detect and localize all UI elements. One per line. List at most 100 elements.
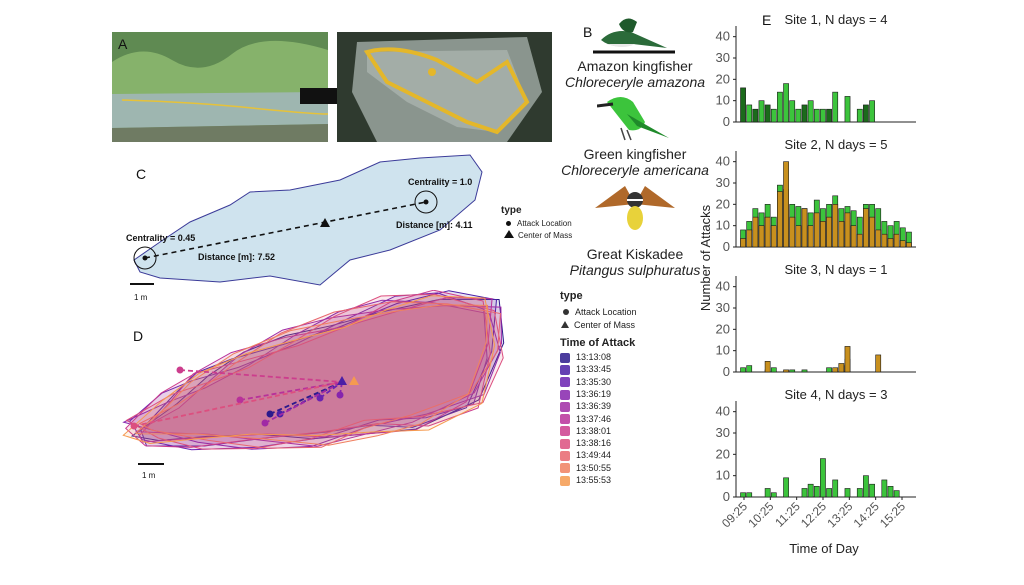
histogram-bar <box>826 108 832 123</box>
time-legend-item: 13:55:53 <box>560 475 611 486</box>
histogram-bar <box>783 369 789 373</box>
histogram-bar <box>875 354 882 373</box>
histogram-bar <box>869 100 875 123</box>
territory-polygon <box>122 299 501 450</box>
legend-swatch <box>560 475 570 486</box>
histogram-bar <box>746 104 753 123</box>
centrality-right-label: Centrality = 1.0 <box>408 177 472 187</box>
y-tick-label: 30 <box>716 425 730 440</box>
distance-line <box>264 381 343 424</box>
time-legend-item: 13:38:01 <box>560 426 611 437</box>
legend-d-time-title: Time of Attack <box>560 337 636 349</box>
histogram-bar <box>770 492 777 498</box>
histogram-bar <box>801 208 808 248</box>
histogram-bar <box>801 488 808 498</box>
time-legend-item: 13:49:44 <box>560 450 612 462</box>
legend-time-label: 13:55:53 <box>576 475 612 485</box>
centrality-circle-right <box>414 190 438 214</box>
centrality-circle-left <box>133 246 157 270</box>
legend-swatch <box>560 426 570 437</box>
distance-right-label: Distance [m]: 4.11 <box>396 220 473 230</box>
histogram-bar <box>832 91 839 123</box>
histogram-bar <box>844 96 851 123</box>
histogram-bar <box>777 191 783 248</box>
y-tick-label: 40 <box>716 279 730 294</box>
territory-map-c: Centrality = 0.45 Centrality = 1.0 Dista… <box>126 154 483 302</box>
histogram-bar <box>844 488 851 498</box>
histogram-bar <box>856 233 863 248</box>
histogram-bar <box>856 488 863 498</box>
attack-location-point <box>176 366 184 374</box>
histogram-bar <box>887 238 894 248</box>
legend-time-label: 13:49:44 <box>576 450 612 461</box>
histogram-bar <box>777 91 783 123</box>
x-axis-label: Time of Day <box>789 541 859 556</box>
histogram-bar <box>783 161 789 248</box>
y-axis-label: Number of Attacks <box>698 204 713 311</box>
distance-left-label: Distance [m]: 7.52 <box>198 252 275 262</box>
triangle-icon <box>504 230 514 238</box>
legend-d-type-title: type <box>560 290 583 302</box>
histogram-bar <box>764 216 771 248</box>
histogram-bar <box>752 216 759 248</box>
scale-label-d: 1 m <box>142 471 156 480</box>
histogram-bar <box>813 108 820 123</box>
panel-e-letter: E <box>762 12 772 28</box>
y-tick-label: 10 <box>716 468 730 483</box>
legend-swatch <box>560 401 570 412</box>
legend-time-label: 13:38:16 <box>576 438 612 449</box>
histogram-bar <box>746 492 753 498</box>
panel-title: Site 1, N days = 4 <box>785 12 888 27</box>
center-of-mass-marker <box>349 376 359 385</box>
attack-location-point <box>316 394 324 402</box>
histogram-bar <box>801 104 808 123</box>
attack-location-point <box>130 422 138 430</box>
histogram-bar <box>801 369 808 373</box>
time-legend-item: 13:33:45 <box>560 364 611 375</box>
histogram-bar <box>770 367 777 373</box>
legend-time-label: 13:33:45 <box>576 364 612 375</box>
legend-time-label: 13:37:46 <box>576 413 612 424</box>
histogram-bar <box>826 216 832 248</box>
territory-polygon <box>134 304 489 446</box>
y-tick-label: 0 <box>723 114 730 129</box>
river-drone-photo <box>337 32 552 142</box>
x-tick-label: 12:25 <box>798 499 829 530</box>
y-tick-label: 30 <box>716 300 730 315</box>
histogram-bar <box>789 216 796 248</box>
legend-swatch <box>560 364 570 375</box>
histogram-bar <box>826 488 832 498</box>
time-legend-item: 13:35:30 <box>560 377 611 388</box>
histogram-bar <box>758 100 765 123</box>
great-kiskadee-label: Great Kiskadee Pitangus sulphuratus <box>569 246 701 278</box>
histogram-bar <box>783 477 789 498</box>
x-tick-label: 13:25 <box>824 499 855 530</box>
histogram-bar <box>856 108 863 123</box>
histogram-bar <box>764 104 771 123</box>
histogram-bar <box>838 363 845 373</box>
legend-swatch <box>560 414 570 425</box>
territory-polygon <box>133 154 483 286</box>
histogram-bar <box>826 367 832 373</box>
histogram-bar <box>807 483 814 498</box>
histogram-bar <box>906 242 912 248</box>
legend-time-label: 13:36:19 <box>576 388 612 399</box>
time-legend-item: 13:13:08 <box>560 352 611 363</box>
legend-time-label: 13:13:08 <box>576 352 612 362</box>
panel-title: Site 4, N days = 3 <box>785 387 888 402</box>
y-tick-label: 20 <box>716 321 730 336</box>
histogram-bar <box>875 229 882 248</box>
histogram-bar <box>807 225 814 248</box>
territory-polygon <box>138 301 501 449</box>
attacks-histogram: 0 10 20 30 40 Site 1, N days = 4 0 10 20 30 40 Site… <box>698 12 916 556</box>
histogram-bar <box>740 492 746 498</box>
histogram-bar <box>795 108 802 123</box>
y-tick-label: 20 <box>716 196 730 211</box>
histogram-bar <box>807 100 814 123</box>
panel-c-letter: C <box>136 166 147 182</box>
legend-time-label: 13:38:01 <box>576 425 612 436</box>
legend-swatch <box>560 463 570 474</box>
y-tick-label: 0 <box>723 489 730 504</box>
amazon-kingfisher-illustration <box>593 18 675 54</box>
y-tick-label: 0 <box>723 239 730 254</box>
